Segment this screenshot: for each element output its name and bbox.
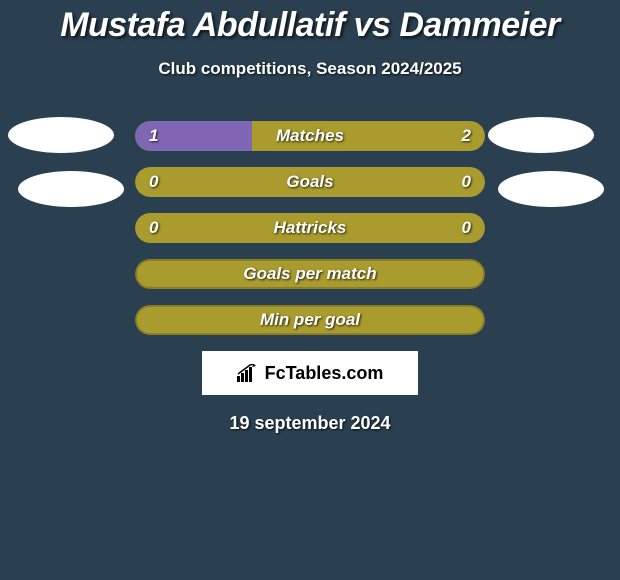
stat-row-matches: 1 Matches 2 <box>135 121 485 151</box>
stat-value-left: 1 <box>149 126 158 146</box>
stat-row-goals: 0 Goals 0 <box>135 167 485 197</box>
player-logo-placeholder <box>488 117 594 153</box>
chart-icon <box>237 364 259 382</box>
player-logo-placeholder <box>498 171 604 207</box>
player-logo-placeholder <box>8 117 114 153</box>
stat-row-goals-per-match: Goals per match <box>135 259 485 289</box>
date-stamp: 19 september 2024 <box>0 413 620 434</box>
page-subtitle: Club competitions, Season 2024/2025 <box>0 59 620 79</box>
page-title: Mustafa Abdullatif vs Dammeier <box>0 0 620 45</box>
stat-row-min-per-goal: Min per goal <box>135 305 485 335</box>
stat-value-right: 2 <box>462 126 471 146</box>
stat-label: Goals per match <box>243 264 376 284</box>
stat-label: Hattricks <box>274 218 347 238</box>
comparison-chart: 1 Matches 2 0 Goals 0 0 Hattricks 0 Goal… <box>0 121 620 434</box>
stat-label: Min per goal <box>260 310 360 330</box>
stat-value-left: 0 <box>149 218 158 238</box>
player-logo-placeholder <box>18 171 124 207</box>
branding-badge: FcTables.com <box>202 351 418 395</box>
stat-value-right: 0 <box>462 218 471 238</box>
stat-value-right: 0 <box>462 172 471 192</box>
stat-label: Goals <box>286 172 333 192</box>
stat-value-left: 0 <box>149 172 158 192</box>
stat-label: Matches <box>276 126 344 146</box>
branding-text: FcTables.com <box>265 363 384 384</box>
stat-row-hattricks: 0 Hattricks 0 <box>135 213 485 243</box>
